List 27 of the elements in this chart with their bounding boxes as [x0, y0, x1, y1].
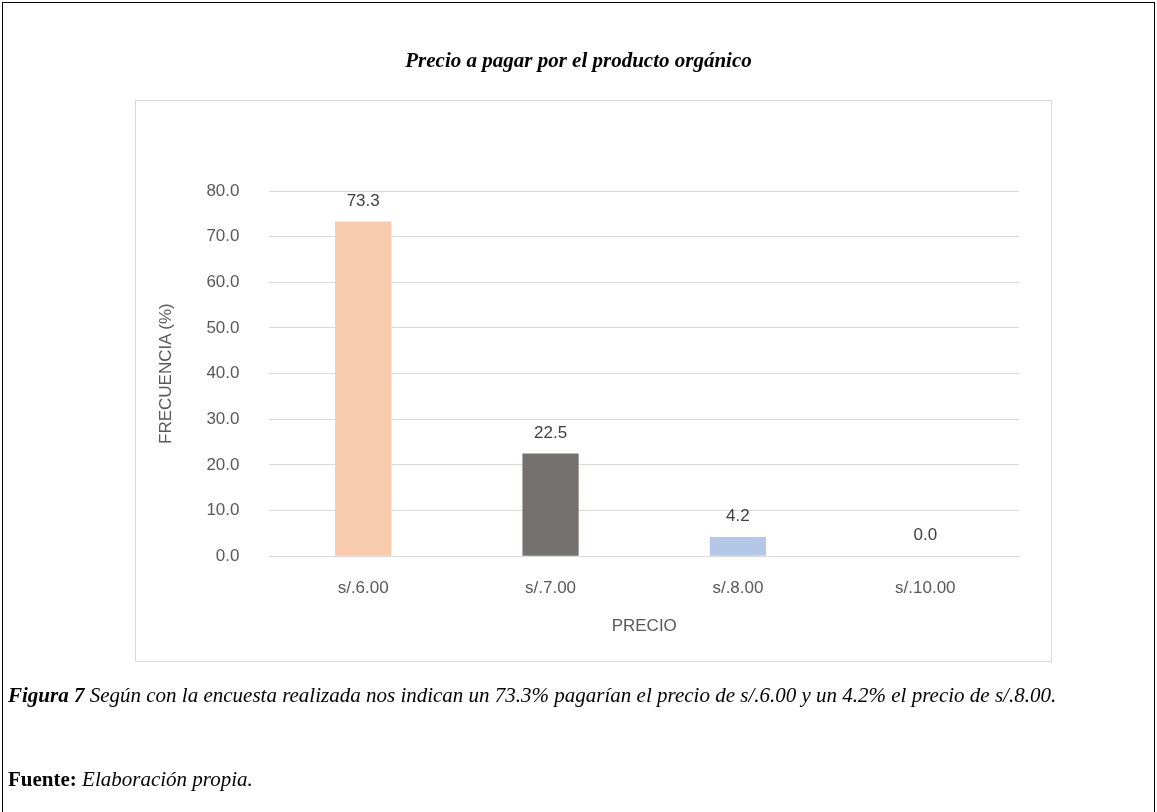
data-label: 4.2 — [726, 506, 750, 526]
y-tick-label: 10.0 — [206, 500, 240, 520]
y-tick-label: 50.0 — [206, 317, 240, 337]
bar — [709, 537, 767, 556]
text: Elaboración propia. — [82, 767, 253, 791]
y-tick-label: 20.0 — [206, 454, 240, 474]
data-label: 22.5 — [534, 422, 568, 442]
text: Según con la encuesta realizada nos indican un 73.3% pagarían el precio de s/.6.00 y un 4.2% el precio de s/.8.00. — [89, 683, 1057, 707]
bar — [335, 221, 392, 556]
source-note: Fuente: — [8, 767, 77, 791]
y-tick-label: 40.0 — [206, 363, 240, 383]
y-tick-label: 30.0 — [206, 408, 240, 428]
x-axis-title: PRECIO — [611, 616, 677, 636]
x-tick-label: s/.6.00 — [337, 578, 389, 598]
data-label: 0.0 — [913, 525, 938, 545]
y-tick-label: 0.0 — [215, 545, 240, 565]
x-tick-label: s/.10.00 — [895, 578, 956, 598]
x-tick-label: s/.7.00 — [525, 578, 577, 598]
y-axis-title: FRECUENCIA (%) — [155, 303, 175, 444]
text: Figura 7 — [8, 683, 85, 707]
y-tick-label: 60.0 — [206, 271, 240, 291]
x-tick-label: s/.8.00 — [712, 578, 764, 598]
chart-title: Precio a pagar por el producto orgánico — [404, 48, 753, 73]
data-label: 73.3 — [346, 190, 380, 210]
y-tick-label: 80.0 — [206, 180, 240, 200]
y-tick-label: 70.0 — [206, 226, 240, 246]
bar — [522, 453, 579, 556]
